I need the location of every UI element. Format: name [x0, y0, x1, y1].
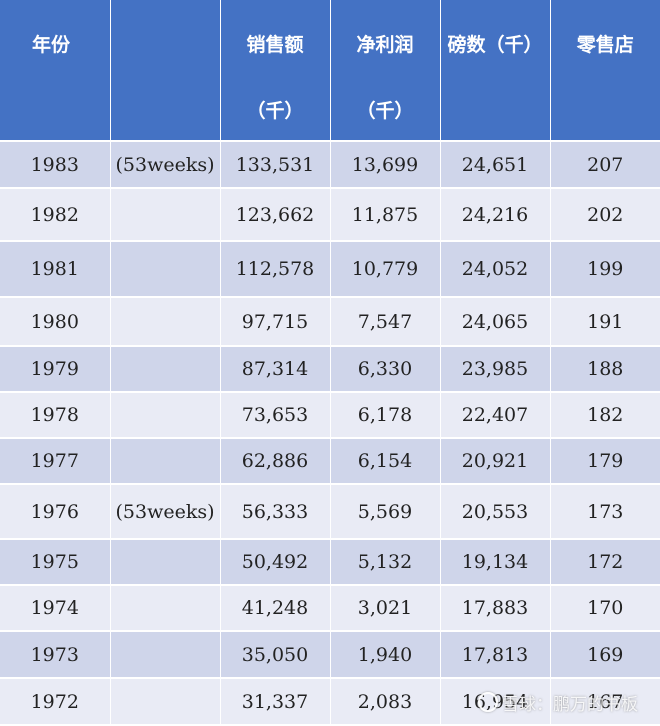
- cell-profit: 13,699: [330, 141, 441, 188]
- cell-sales: 31,337: [220, 678, 331, 724]
- cell-sales: 133,531: [220, 141, 331, 188]
- cell-profit: 3,021: [330, 585, 441, 631]
- cell-note: [110, 678, 221, 724]
- cell-sales: 87,314: [220, 346, 331, 392]
- cell-pounds: 24,052: [440, 241, 551, 297]
- table-row: 1972 31,337 2,083 16,954 167: [0, 678, 660, 724]
- cell-year: 1983: [0, 141, 111, 188]
- cell-sales: 50,492: [220, 539, 331, 585]
- cell-pounds: 24,216: [440, 188, 551, 241]
- table-row: 1977 62,886 6,154 20,921 179: [0, 438, 660, 484]
- cell-year: 1972: [0, 678, 111, 724]
- cell-note: [110, 631, 221, 678]
- cell-stores: 167: [550, 678, 660, 724]
- watermark-text: 雪球：鹏万的书板: [502, 695, 638, 715]
- table-row: 1978 73,653 6,178 22,407 182: [0, 392, 660, 438]
- cell-pounds: 22,407: [440, 392, 551, 438]
- cell-stores: 188: [550, 346, 660, 392]
- cell-sales: 112,578: [220, 241, 331, 297]
- cell-year: 1981: [0, 241, 111, 297]
- header-year: 年份: [0, 0, 111, 141]
- header-pounds: 磅数（千）: [440, 0, 551, 141]
- cell-stores: 207: [550, 141, 660, 188]
- table-row: 1982 123,662 11,875 24,216 202: [0, 188, 660, 241]
- header-row: 年份 销售额 （千） 净利润 （千） 磅数（千） 零售店: [0, 0, 660, 141]
- cell-sales: 97,715: [220, 297, 331, 346]
- cell-sales: 62,886: [220, 438, 331, 484]
- cell-year: 1977: [0, 438, 111, 484]
- cell-profit: 10,779: [330, 241, 441, 297]
- cell-sales: 56,333: [220, 484, 331, 539]
- header-note: [110, 0, 221, 141]
- cell-stores: 169: [550, 631, 660, 678]
- cell-note: [110, 585, 221, 631]
- cell-stores: 172: [550, 539, 660, 585]
- cell-sales: 123,662: [220, 188, 331, 241]
- cell-profit: 6,178: [330, 392, 441, 438]
- cell-profit: 6,330: [330, 346, 441, 392]
- cell-stores: 173: [550, 484, 660, 539]
- cell-note: [110, 539, 221, 585]
- cell-year: 1975: [0, 539, 111, 585]
- cell-year: 1979: [0, 346, 111, 392]
- cell-profit: 1,940: [330, 631, 441, 678]
- cell-stores: 170: [550, 585, 660, 631]
- cell-stores: 199: [550, 241, 660, 297]
- cell-year: 1980: [0, 297, 111, 346]
- cell-profit: 6,154: [330, 438, 441, 484]
- cell-sales: 35,050: [220, 631, 331, 678]
- cell-note: [110, 188, 221, 241]
- cell-year: 1976: [0, 484, 111, 539]
- cell-note: [110, 297, 221, 346]
- table-row: 1983 (53weeks) 133,531 13,699 24,651 207: [0, 141, 660, 188]
- cell-pounds: 17,813: [440, 631, 551, 678]
- cell-pounds: 20,921: [440, 438, 551, 484]
- cell-year: 1974: [0, 585, 111, 631]
- table-row: 1979 87,314 6,330 23,985 188: [0, 346, 660, 392]
- snowball-logo-icon: [478, 692, 498, 712]
- cell-year: 1982: [0, 188, 111, 241]
- table-row: 1975 50,492 5,132 19,134 172: [0, 539, 660, 585]
- cell-note: [110, 346, 221, 392]
- watermark: 雪球：鹏万的书板: [478, 690, 638, 715]
- cell-note: (53weeks): [110, 141, 221, 188]
- cell-pounds: 19,134: [440, 539, 551, 585]
- cell-stores: 202: [550, 188, 660, 241]
- table-row: 1981 112,578 10,779 24,052 199: [0, 241, 660, 297]
- cell-pounds: 20,553: [440, 484, 551, 539]
- cell-note: [110, 438, 221, 484]
- cell-pounds: 24,065: [440, 297, 551, 346]
- cell-profit: 5,569: [330, 484, 441, 539]
- table-row: 1976 (53weeks) 56,333 5,569 20,553 173: [0, 484, 660, 539]
- cell-sales: 73,653: [220, 392, 331, 438]
- cell-year: 1978: [0, 392, 111, 438]
- cell-profit: 7,547: [330, 297, 441, 346]
- header-profit: 净利润 （千）: [330, 0, 441, 141]
- cell-stores: 179: [550, 438, 660, 484]
- cell-note: [110, 392, 221, 438]
- cell-note: [110, 241, 221, 297]
- cell-year: 1973: [0, 631, 111, 678]
- table-row: 1980 97,715 7,547 24,065 191: [0, 297, 660, 346]
- cell-note: (53weeks): [110, 484, 221, 539]
- cell-profit: 5,132: [330, 539, 441, 585]
- cell-sales: 41,248: [220, 585, 331, 631]
- cell-pounds: 23,985: [440, 346, 551, 392]
- cell-pounds: 17,883: [440, 585, 551, 631]
- header-stores: 零售店: [550, 0, 660, 141]
- cell-stores: 182: [550, 392, 660, 438]
- table-row: 1974 41,248 3,021 17,883 170: [0, 585, 660, 631]
- table-row: 1973 35,050 1,940 17,813 169: [0, 631, 660, 678]
- cell-stores: 191: [550, 297, 660, 346]
- cell-profit: 2,083: [330, 678, 441, 724]
- cell-profit: 11,875: [330, 188, 441, 241]
- header-sales: 销售额 （千）: [220, 0, 331, 141]
- cell-pounds: 24,651: [440, 141, 551, 188]
